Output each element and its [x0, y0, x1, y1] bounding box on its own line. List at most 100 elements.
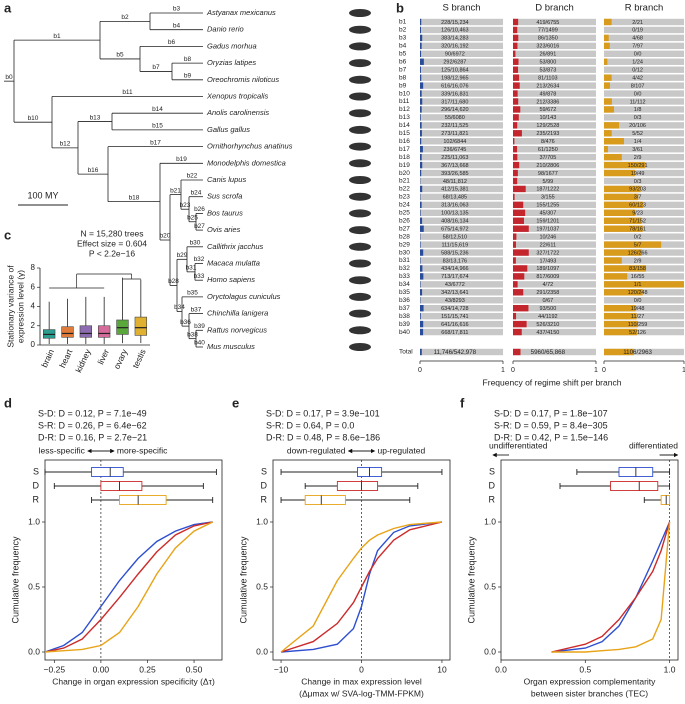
- box: [91, 467, 124, 477]
- row-label: b16: [399, 138, 410, 145]
- value-label: 228/15,234: [441, 20, 469, 26]
- row-label: b12: [399, 106, 410, 113]
- value-label: 45/307: [539, 211, 556, 217]
- value-label: 213/2634: [536, 83, 559, 89]
- bar: [420, 305, 424, 312]
- bar: [420, 18, 422, 26]
- cell-bg: [513, 265, 596, 272]
- box: [98, 325, 111, 338]
- branch-label: b39: [194, 323, 205, 330]
- annotation: N = 15,280 trees: [80, 228, 143, 238]
- bar: [420, 98, 423, 105]
- stat-text: D-R: D = 0.42, P = 1.5e−146: [494, 432, 608, 442]
- cell-bg: [420, 34, 503, 42]
- value-label: 83/158: [629, 266, 646, 272]
- row-label: b34: [399, 281, 410, 288]
- cell-bg: [513, 138, 596, 145]
- value-label: 0/2: [634, 234, 642, 240]
- species-name: Canis lupus: [207, 175, 246, 184]
- species-icon: [349, 92, 371, 101]
- x-tick-label: −0.25: [44, 664, 66, 674]
- value-label: 83/13,176: [443, 258, 467, 264]
- bar: [604, 320, 638, 328]
- row-label: b21: [399, 178, 410, 185]
- bar: [513, 42, 518, 50]
- cell-bg: [420, 138, 503, 145]
- row-label: b30: [399, 249, 410, 256]
- bar: [604, 265, 647, 272]
- cell-bg: [420, 249, 503, 256]
- row-label: R: [489, 494, 496, 504]
- species-icon: [349, 75, 371, 84]
- bar: [420, 185, 423, 193]
- cell-bg: [604, 348, 684, 356]
- value-label: 120/248: [628, 290, 648, 296]
- branch-label: b23: [180, 202, 191, 209]
- value-label: 49/878: [539, 91, 556, 97]
- bar: [513, 273, 525, 280]
- bar: [513, 161, 520, 169]
- cell-bg: [604, 98, 684, 105]
- box: [119, 495, 167, 505]
- x-tick-label: 0: [602, 367, 606, 374]
- bar: [604, 161, 646, 169]
- cell-bg: [604, 66, 684, 73]
- cell-bg: [420, 320, 503, 328]
- value-label: 78/161: [629, 226, 646, 232]
- value-label: 4/72: [543, 282, 554, 288]
- branch-label: b24: [191, 189, 202, 196]
- cell-bg: [420, 130, 503, 137]
- cell-bg: [420, 161, 503, 169]
- row-label: D: [261, 480, 268, 490]
- species-name: Callithrix jacchus: [207, 242, 264, 251]
- bar: [420, 26, 421, 34]
- cell-bg: [420, 201, 503, 209]
- species-name: Oreochromis niloticus: [207, 75, 279, 84]
- cell-bg: [513, 66, 596, 73]
- value-label: 125/10,864: [441, 67, 469, 73]
- row-label: b36: [399, 297, 410, 304]
- x-tick-label: brain: [39, 347, 56, 369]
- value-label: 48/11,812: [443, 179, 467, 185]
- cell-bg: [420, 114, 503, 121]
- value-label: 22/611: [540, 242, 556, 248]
- value-label: 408/16,134: [441, 219, 469, 225]
- cell-bg: [604, 305, 684, 312]
- row-label: Total: [399, 349, 413, 356]
- value-label: 0/3: [634, 115, 642, 121]
- branch-label: b22: [187, 173, 198, 180]
- row-label: b28: [399, 233, 410, 240]
- bar: [513, 185, 526, 193]
- y-tick-label: 1.0: [28, 516, 40, 526]
- bar: [513, 98, 519, 105]
- bar: [420, 328, 424, 336]
- species-icon: [349, 159, 371, 168]
- value-label: 197/1037: [536, 226, 559, 232]
- value-label: 5/99: [543, 179, 554, 185]
- bar: [420, 217, 423, 224]
- bar: [604, 193, 639, 201]
- x-axis-label: Change in organ expression specificity (…: [52, 676, 215, 686]
- branch-label: b34: [174, 304, 185, 311]
- cdf-line: [280, 521, 443, 653]
- species-icon: [349, 309, 371, 318]
- branch-label: b27: [194, 223, 205, 230]
- cell-bg: [604, 257, 684, 264]
- x-tick-label: 1.0: [664, 664, 676, 674]
- bar: [604, 209, 636, 216]
- value-label: 11/27: [631, 314, 644, 320]
- bar: [420, 122, 422, 129]
- bar: [420, 225, 424, 232]
- cell-bg: [513, 122, 596, 129]
- species-name: Astyanax mexicanus: [206, 8, 276, 17]
- branch-label: b40: [194, 340, 205, 347]
- cell-bg: [604, 320, 684, 328]
- cell-bg: [513, 114, 596, 121]
- cdf-line: [551, 521, 671, 653]
- value-label: 273/11,821: [441, 131, 468, 137]
- row-label: b27: [399, 225, 410, 232]
- value-label: 225/11,063: [441, 155, 468, 161]
- bar: [420, 138, 422, 145]
- cell-bg: [420, 98, 503, 105]
- cell-bg: [513, 169, 596, 177]
